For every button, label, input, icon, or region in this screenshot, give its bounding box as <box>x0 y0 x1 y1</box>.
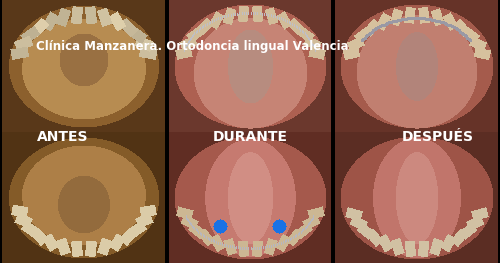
Text: DURANTE: DURANTE <box>212 130 288 144</box>
Text: Clínica Manzanera. Ortodoncia lingual Valencia: Clínica Manzanera. Ortodoncia lingual Va… <box>36 39 349 53</box>
Text: ANTES: ANTES <box>37 130 88 144</box>
Text: DESPUÉS: DESPUÉS <box>402 130 473 144</box>
